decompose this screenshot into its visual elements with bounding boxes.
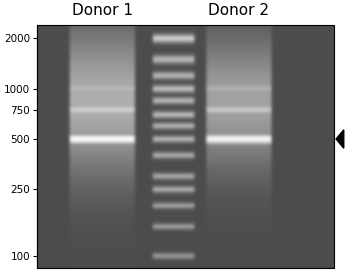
Polygon shape bbox=[336, 130, 344, 148]
Text: Donor 1: Donor 1 bbox=[72, 3, 133, 18]
Text: Donor 2: Donor 2 bbox=[208, 3, 269, 18]
